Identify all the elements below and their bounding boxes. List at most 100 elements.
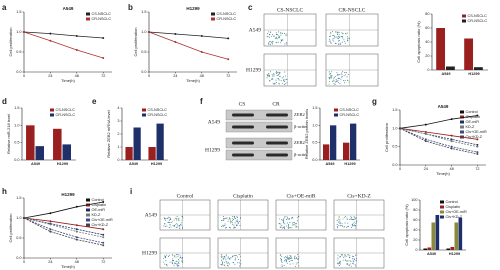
legend-label: CR-NSCLC <box>217 17 237 21</box>
event-dot <box>331 75 333 77</box>
y-tick-label: 4 <box>117 106 119 110</box>
event-dot <box>329 40 331 42</box>
event-dot <box>291 227 293 229</box>
point <box>424 140 427 143</box>
event-dot <box>297 259 299 261</box>
event-dot <box>223 219 225 221</box>
blot-strip <box>225 137 293 149</box>
event-dot <box>275 72 277 74</box>
event-dot <box>288 218 290 220</box>
event-dot <box>289 263 291 265</box>
event-dot <box>269 76 271 78</box>
event-dot <box>226 227 228 229</box>
point <box>450 138 453 141</box>
event-dot <box>286 225 288 227</box>
event-dot <box>288 257 290 259</box>
event-dot <box>237 222 239 224</box>
event-dot <box>283 78 285 80</box>
event-dot <box>283 227 285 229</box>
event-dot <box>355 257 357 259</box>
event-dot <box>240 262 242 264</box>
event-dot <box>286 43 288 45</box>
event-dot <box>180 255 182 257</box>
legend-label: CS-NSCLC <box>92 12 112 16</box>
event-dot <box>281 265 283 267</box>
x-tick-label: A549 <box>441 72 450 76</box>
event-dot <box>295 226 297 228</box>
y-tick-label: 0 <box>117 158 119 162</box>
bar <box>431 222 436 250</box>
event-dot <box>337 40 339 42</box>
event-dot <box>289 255 291 257</box>
point <box>424 123 427 126</box>
event-dot <box>330 42 332 44</box>
event-dot <box>355 217 357 219</box>
y-tick-label: 1.5 <box>312 106 317 110</box>
event-dot <box>339 218 341 220</box>
event-dot <box>331 71 333 73</box>
event-dot <box>281 264 283 266</box>
event-dot <box>168 219 170 221</box>
event-dot <box>332 34 334 36</box>
event-dot <box>336 74 338 76</box>
event-dot <box>291 260 293 262</box>
event-dot <box>266 74 268 76</box>
event-dot <box>289 257 291 259</box>
legend-swatch <box>86 12 90 16</box>
event-dot <box>284 32 286 34</box>
band-label: β-actin <box>294 124 307 129</box>
event-dot <box>180 222 182 224</box>
event-dot <box>286 262 288 264</box>
event-dot <box>283 76 285 78</box>
event-dot <box>329 78 331 80</box>
legend-label: Cisplatin <box>466 115 481 119</box>
event-dot <box>176 223 178 225</box>
y-tick-label: 40 <box>425 40 429 44</box>
event-dot <box>272 78 274 80</box>
bar <box>423 248 428 250</box>
event-dot <box>164 257 166 259</box>
event-dot <box>339 43 341 45</box>
event-dot <box>273 75 275 77</box>
event-dot <box>340 78 342 80</box>
row-label: H1299 <box>246 67 261 73</box>
event-dot <box>284 260 286 262</box>
event-dot <box>284 216 286 218</box>
event-dot <box>287 218 289 220</box>
event-dot <box>233 262 235 264</box>
legend-label: Cis+OE-miR <box>92 218 113 222</box>
event-dot <box>344 32 346 34</box>
legend-label: Control <box>466 110 478 114</box>
event-dot <box>339 222 341 224</box>
event-dot <box>233 216 235 218</box>
event-dot <box>273 35 275 37</box>
point <box>174 41 177 43</box>
bar <box>474 67 483 70</box>
event-dot <box>166 264 168 266</box>
y-tick-label: 1.0 <box>312 123 317 127</box>
event-dot <box>345 72 347 74</box>
event-dot <box>288 225 290 227</box>
event-dot <box>333 40 335 42</box>
event-dot <box>229 227 231 229</box>
point <box>476 114 479 117</box>
event-dot <box>349 255 351 257</box>
event-dot <box>347 254 349 256</box>
y-tick-label: 0.5 <box>16 236 21 240</box>
event-dot <box>337 80 339 82</box>
event-dot <box>269 71 271 73</box>
event-dot <box>330 77 332 79</box>
event-dot <box>181 226 183 228</box>
event-dot <box>277 77 279 79</box>
event-dot <box>331 42 333 44</box>
event-dot <box>329 36 331 38</box>
event-dot <box>334 81 336 83</box>
event-dot <box>234 222 236 224</box>
event-dot <box>285 42 287 44</box>
event-dot <box>338 40 340 42</box>
point <box>49 228 52 231</box>
event-dot <box>296 262 298 264</box>
y-axis-label: Cell proliferation <box>384 123 389 152</box>
event-dot <box>285 258 287 260</box>
legend-swatch <box>86 218 90 222</box>
